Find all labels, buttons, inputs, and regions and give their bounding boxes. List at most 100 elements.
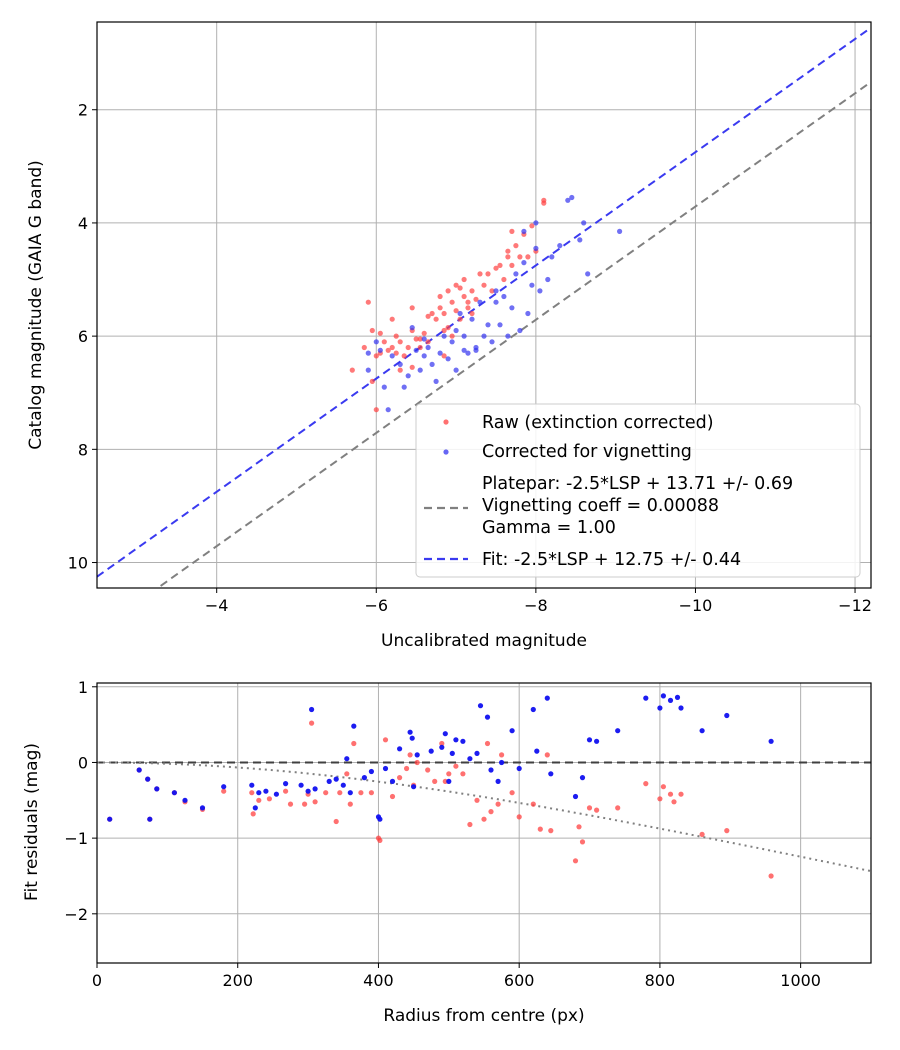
corrected-point (678, 705, 684, 711)
corrected-point (425, 344, 431, 351)
raw-point (429, 310, 435, 317)
raw-point (417, 336, 423, 342)
raw-point (382, 737, 389, 743)
raw-point (537, 826, 543, 832)
legend-label-raw: Raw (extinction corrected) (482, 413, 714, 433)
corrected-point (441, 333, 447, 339)
bot-x-tick-label: 1000 (780, 971, 821, 990)
corrected-point (557, 243, 563, 249)
top-x-axis-label: Uncalibrated magnitude (381, 631, 587, 651)
raw-point (337, 790, 343, 796)
bot-x-tick-label: 800 (645, 971, 676, 990)
bot-x-tick-label: 200 (222, 971, 253, 990)
raw-point (579, 839, 586, 845)
corrected-point (594, 738, 600, 744)
raw-point (347, 801, 353, 807)
bottom-scatter-points (107, 693, 774, 879)
raw-point (351, 740, 357, 747)
raw-point (481, 282, 487, 288)
raw-point (657, 796, 663, 802)
corrected-point (533, 220, 539, 226)
corrected-point (530, 706, 536, 713)
corrected-point (256, 790, 262, 796)
legend-platepar-line-1: Platepar: -2.5*LSP + 13.71 +/- 0.69 (482, 474, 793, 494)
raw-point (517, 254, 523, 260)
corrected-point (377, 816, 383, 822)
raw-point (530, 801, 536, 807)
corrected-point (326, 778, 332, 785)
raw-point (499, 752, 505, 758)
corrected-point (499, 759, 505, 766)
raw-point (497, 262, 503, 268)
corrected-point (421, 336, 427, 342)
raw-point (488, 809, 494, 815)
raw-point (461, 293, 467, 300)
raw-point (541, 197, 547, 203)
raw-point (586, 805, 593, 811)
raw-point (409, 305, 415, 311)
corrected-point (147, 816, 153, 822)
corrected-point (505, 333, 511, 339)
raw-point (397, 367, 403, 373)
corrected-point (433, 378, 439, 384)
calibration-plot: −4 −6 −8 −10 −12 2 4 6 8 10 Uncalibrated magnitud… (26, 21, 872, 651)
raw-point (457, 285, 463, 291)
raw-point (283, 788, 289, 794)
raw-point (485, 271, 491, 277)
raw-point (249, 790, 255, 796)
raw-point (572, 858, 579, 864)
raw-point (250, 811, 256, 817)
legend: Raw (extinction corrected) Corrected for… (415, 403, 861, 578)
corrected-point (182, 797, 188, 803)
corrected-point (465, 350, 471, 356)
raw-point (425, 767, 431, 773)
corrected-point (724, 712, 730, 719)
raw-point (453, 763, 459, 769)
corrected-point (617, 228, 623, 234)
raw-point (529, 223, 535, 229)
raw-point (667, 791, 674, 797)
raw-point (615, 805, 621, 811)
corrected-point (309, 706, 315, 713)
bottom-grid (96, 683, 871, 963)
corrected-point (513, 271, 519, 277)
corrected-point (437, 350, 443, 356)
legend-box (415, 403, 861, 578)
raw-point (397, 775, 403, 781)
corrected-point (449, 339, 455, 345)
corrected-point (439, 744, 445, 750)
raw-point (513, 243, 519, 249)
raw-point (469, 288, 475, 294)
corrected-point (517, 327, 523, 334)
corrected-point (569, 194, 575, 201)
corrected-point (171, 790, 177, 796)
raw-point (671, 799, 677, 805)
raw-point (266, 796, 272, 802)
corrected-point (344, 756, 350, 762)
top-y-tick-label: 10 (68, 554, 88, 573)
raw-point (445, 288, 451, 294)
top-y-tick-label: 6 (78, 327, 88, 346)
corrected-point (509, 305, 515, 311)
raw-point (505, 254, 511, 260)
raw-point (477, 271, 483, 277)
raw-point (312, 799, 318, 805)
legend-marker-corrected (443, 449, 449, 455)
corrected-point (405, 373, 411, 379)
corrected-point (457, 310, 463, 317)
raw-point (373, 407, 379, 413)
corrected-point (333, 776, 339, 782)
raw-point (481, 816, 487, 822)
corrected-point (660, 693, 667, 699)
corrected-point (365, 350, 371, 356)
bottom-y-axis-label: Fit residuals (mag) (22, 743, 42, 901)
corrected-point (529, 282, 535, 288)
top-x-tick-label: −10 (679, 596, 713, 615)
corrected-point (577, 237, 583, 243)
raw-point (467, 821, 473, 828)
corrected-point (407, 729, 413, 735)
corrected-point (298, 782, 304, 788)
corrected-point (699, 728, 705, 734)
corrected-point (674, 694, 681, 701)
raw-point (678, 791, 684, 797)
